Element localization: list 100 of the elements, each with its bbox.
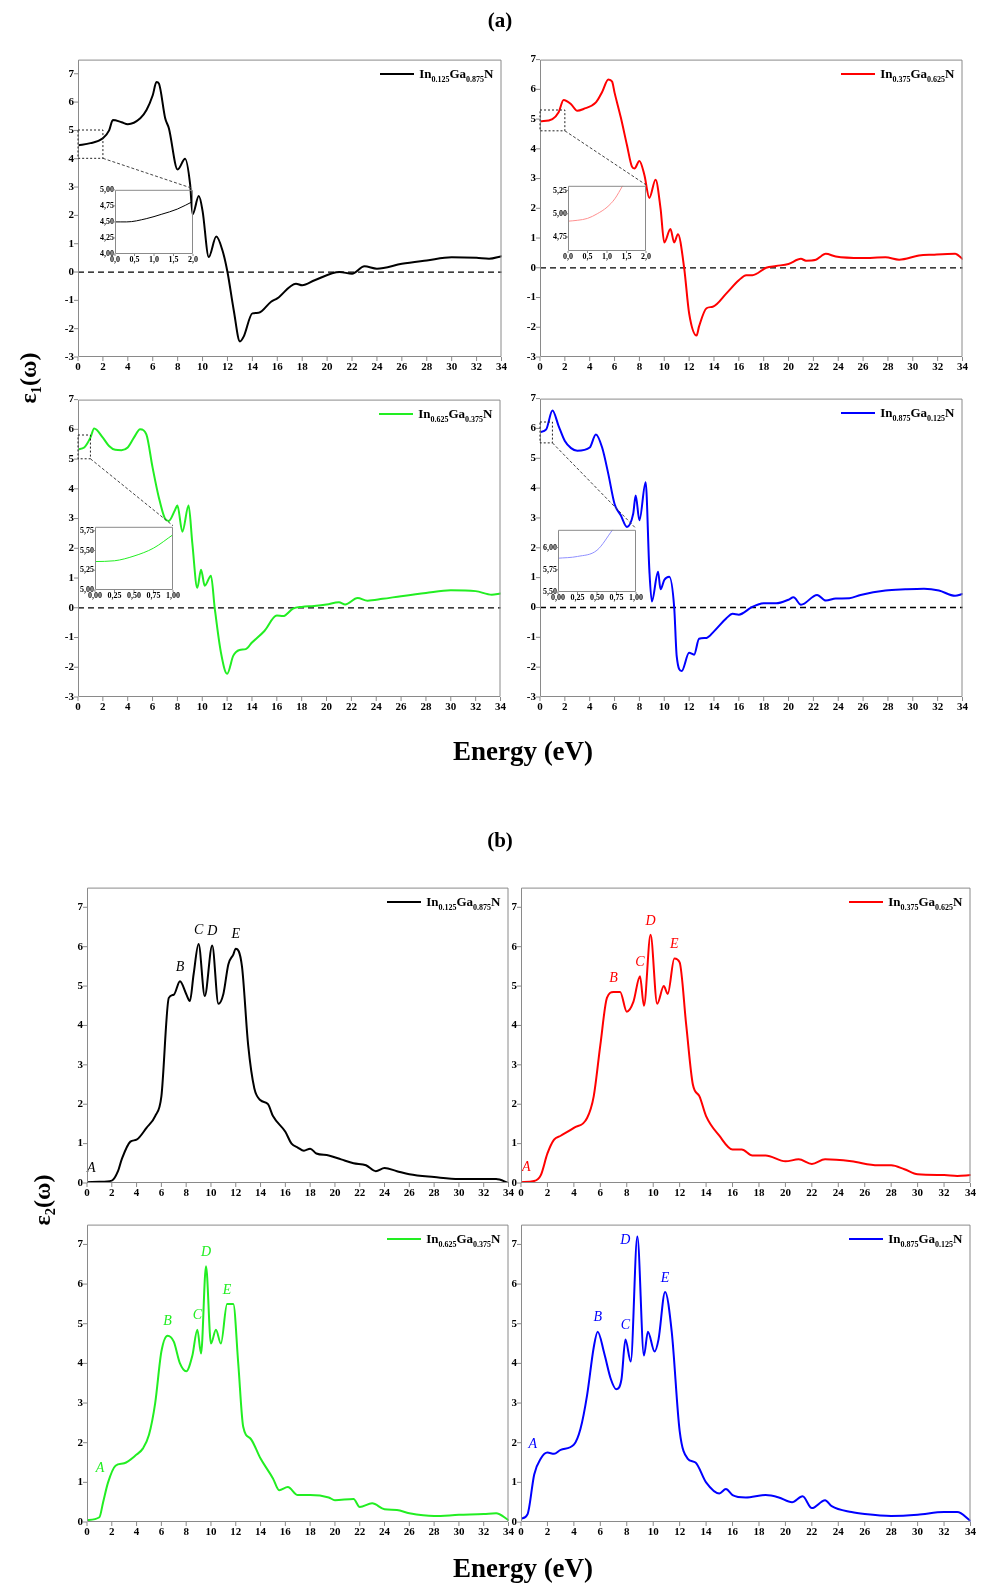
y-tick-label: 2 [530,201,537,214]
x-tick-label: 26 [857,360,870,373]
x-tick-label: 30 [445,700,457,713]
x-tick-label: 28 [420,700,432,713]
x-tick-label: 14 [708,360,720,373]
annotation: B [609,969,619,985]
x-tick-label: 22 [354,1186,366,1199]
x-tick-label: 0,25 [107,590,122,600]
chart-title: (b) [487,827,513,853]
y-tick-label: -1 [64,293,74,306]
annotation: D [644,912,656,928]
x-tick-label: 22 [806,1186,818,1199]
y-tick-label: 5 [530,111,537,124]
x-tick-label: 24 [379,1525,391,1538]
x-tick-label: 0,5 [129,254,140,264]
y-tick-label: 5,25 [80,565,94,575]
y-tick-label: 1 [511,1475,517,1488]
x-tick-label: 12 [230,1186,242,1199]
y-tick-label: 2 [511,1435,518,1448]
y-tick-label: 1 [511,1136,517,1149]
annotation: E [221,1281,232,1297]
y-tick-label: 4,00 [100,249,114,259]
x-tick-label: 28 [428,1186,441,1199]
x-tick-label: 26 [857,700,870,713]
y-tick-label: -1 [526,630,536,643]
y-tick-label: 6 [68,422,75,435]
x-tick-label: 12 [683,700,696,713]
y-tick-label: 1 [68,570,74,583]
y-tick-label: 3 [68,511,75,524]
y-tick-label: 2 [68,208,75,221]
x-tick-label: 24 [832,1186,845,1199]
x-tick-label: 6 [149,700,156,713]
x-tick-label: 8 [624,1525,631,1538]
x-tick-label: 1,5 [621,251,632,261]
x-tick-label: 10 [197,360,209,373]
x-tick-label: 0,50 [590,592,604,602]
x-tick-label: 22 [346,360,359,373]
chart-title: (a) [487,7,513,33]
x-tick-label: 24 [370,700,383,713]
x-tick-label: 18 [753,1186,765,1199]
x-tick-label: 32 [471,360,483,373]
x-tick-label: 10 [196,700,209,713]
annotation: D [619,1232,631,1248]
x-tick-label: 30 [453,1525,465,1538]
x-tick-label: 30 [453,1186,465,1199]
annotation: C [193,921,204,937]
x-tick-label: 0,75 [609,592,624,602]
y-tick-label: 2 [68,541,75,554]
x-tick-label: 24 [832,700,845,713]
y-tick-label: 1 [77,1475,83,1488]
y-tick-label: -3 [526,689,537,702]
annotation: B [163,1313,173,1329]
x-tick-label: 22 [807,700,820,713]
x-tick-label: 1,5 [168,254,179,264]
y-tick-label: 2 [77,1097,84,1110]
y-tick-label: 6 [77,939,84,952]
annotation: C [192,1307,203,1323]
y-tick-label: 0 [68,264,75,277]
x-tick-label: 4 [571,1525,578,1538]
y-tick-label: 5,00 [100,184,114,194]
x-tick-label: 22 [806,1525,818,1538]
y-tick-label: 3 [511,1057,518,1070]
y-axis-title: ε₁(ω) [14,352,42,404]
x-tick-label: 30 [907,360,919,373]
x-tick-label: 8 [183,1525,190,1538]
y-tick-label: 6 [77,1276,84,1289]
x-tick-label: 10 [205,1186,217,1199]
x-tick-label: 30 [912,1525,924,1538]
x-tick-label: 32 [932,700,944,713]
x-tick-label: 6 [611,360,618,373]
y-tick-label: -3 [64,689,75,702]
x-tick-label: 16 [727,1525,739,1538]
x-tick-label: 6 [149,360,156,373]
x-tick-label: 26 [396,360,408,373]
y-tick-label: 0 [77,1175,84,1188]
y-tick-label: 4,75 [100,200,114,210]
x-tick-label: 32 [938,1525,951,1538]
x-tick-label: 22 [807,360,820,373]
x-tick-label: 32 [470,700,482,713]
y-tick-label: 7 [511,900,518,913]
legend-label: In$_{0.875}$Ga$_{0.125}$N [880,404,955,423]
x-tick-label: 6 [158,1186,165,1199]
y-tick-label: 7 [77,1237,84,1250]
y-tick-label: 7 [511,1237,518,1250]
legend-label: In$_{0.375}$Ga$_{0.625}$N [880,65,955,84]
y-tick-label: 5,75 [80,525,94,535]
y-tick-label: 1 [68,236,74,249]
x-tick-label: 0,25 [570,592,585,602]
y-tick-label: 4,75 [553,232,567,242]
y-tick-label: 1 [77,1136,83,1149]
annotation: C [620,1317,631,1333]
x-tick-label: 0,0 [563,251,573,261]
x-tick-label: 32 [478,1186,490,1199]
y-tick-label: 4 [511,1356,518,1369]
y-tick-label: -3 [64,349,75,362]
x-tick-label: 4 [124,700,131,713]
x-tick-label: 24 [371,360,383,373]
annotation: A [527,1436,538,1452]
y-tick-label: 4 [530,480,537,493]
x-tick-label: 20 [321,360,334,373]
